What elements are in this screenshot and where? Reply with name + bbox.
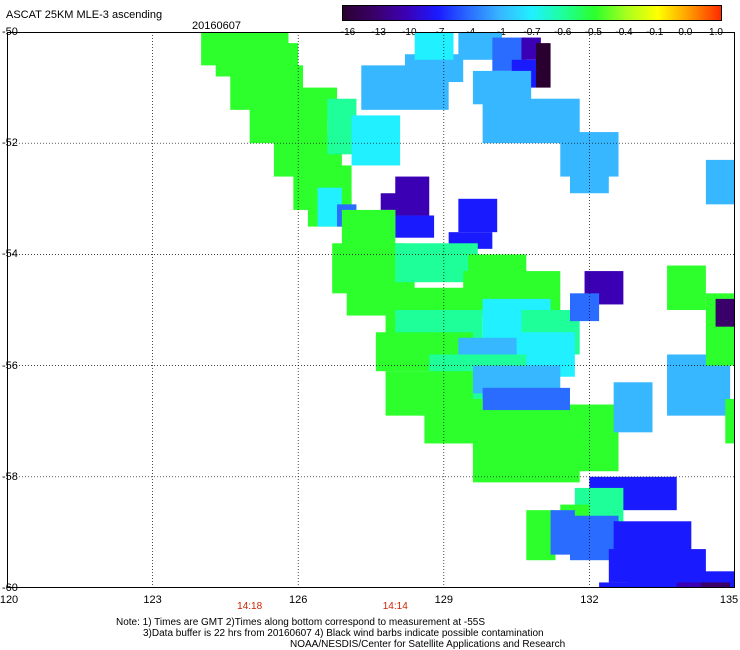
time-label: 14:14 xyxy=(382,601,408,612)
swath-cell xyxy=(676,582,702,588)
swath-cell xyxy=(536,43,551,88)
colorbar xyxy=(342,5,722,21)
map-title: ASCAT 25KM MLE-3 ascending xyxy=(6,9,163,21)
swath-cell xyxy=(414,32,454,60)
longitude-label: 135 xyxy=(719,594,739,606)
longitude-label: 126 xyxy=(289,594,308,606)
note-line-3: NOAA/NESDIS/Center for Satellite Applica… xyxy=(290,639,566,650)
latitude-label: -54 xyxy=(2,248,18,261)
swath-cell xyxy=(715,298,735,327)
longitude-label: 129 xyxy=(434,594,453,606)
swath-cell xyxy=(458,198,498,233)
swath-cell xyxy=(667,265,706,310)
longitude-label: 132 xyxy=(580,594,599,606)
swath-cell xyxy=(613,382,653,433)
map-date: 20160607 xyxy=(192,20,241,32)
latitude-label: -60 xyxy=(2,582,18,594)
swath-cell xyxy=(351,115,401,166)
note-line-1: Note: 1) Times are GMT 2)Times along bot… xyxy=(116,617,486,628)
swath-cell xyxy=(599,582,677,588)
longitude-label: 120 xyxy=(0,594,19,606)
swath-cell xyxy=(380,193,401,210)
swath-cell xyxy=(701,582,731,588)
latitude-label: -58 xyxy=(2,470,18,483)
swath-cell xyxy=(569,404,619,472)
time-label: 14:18 xyxy=(237,601,263,612)
latitude-label: -52 xyxy=(2,137,18,150)
swath-cell xyxy=(705,159,735,205)
latitude-label: -56 xyxy=(2,359,18,372)
swath-cell xyxy=(472,437,580,483)
swath-cells xyxy=(201,32,735,588)
swath-cell xyxy=(725,398,735,444)
longitude-label: 123 xyxy=(143,594,162,606)
latitude-label: -50 xyxy=(2,26,18,38)
swath-cell xyxy=(395,176,430,216)
note-line-2: 3)Data buffer is 22 hrs from 20160607 4)… xyxy=(143,628,544,639)
plot-frame xyxy=(7,32,735,588)
graticule xyxy=(7,32,735,588)
swath-cell xyxy=(395,215,435,238)
map-plot xyxy=(7,32,735,588)
swath-cell xyxy=(569,293,600,322)
